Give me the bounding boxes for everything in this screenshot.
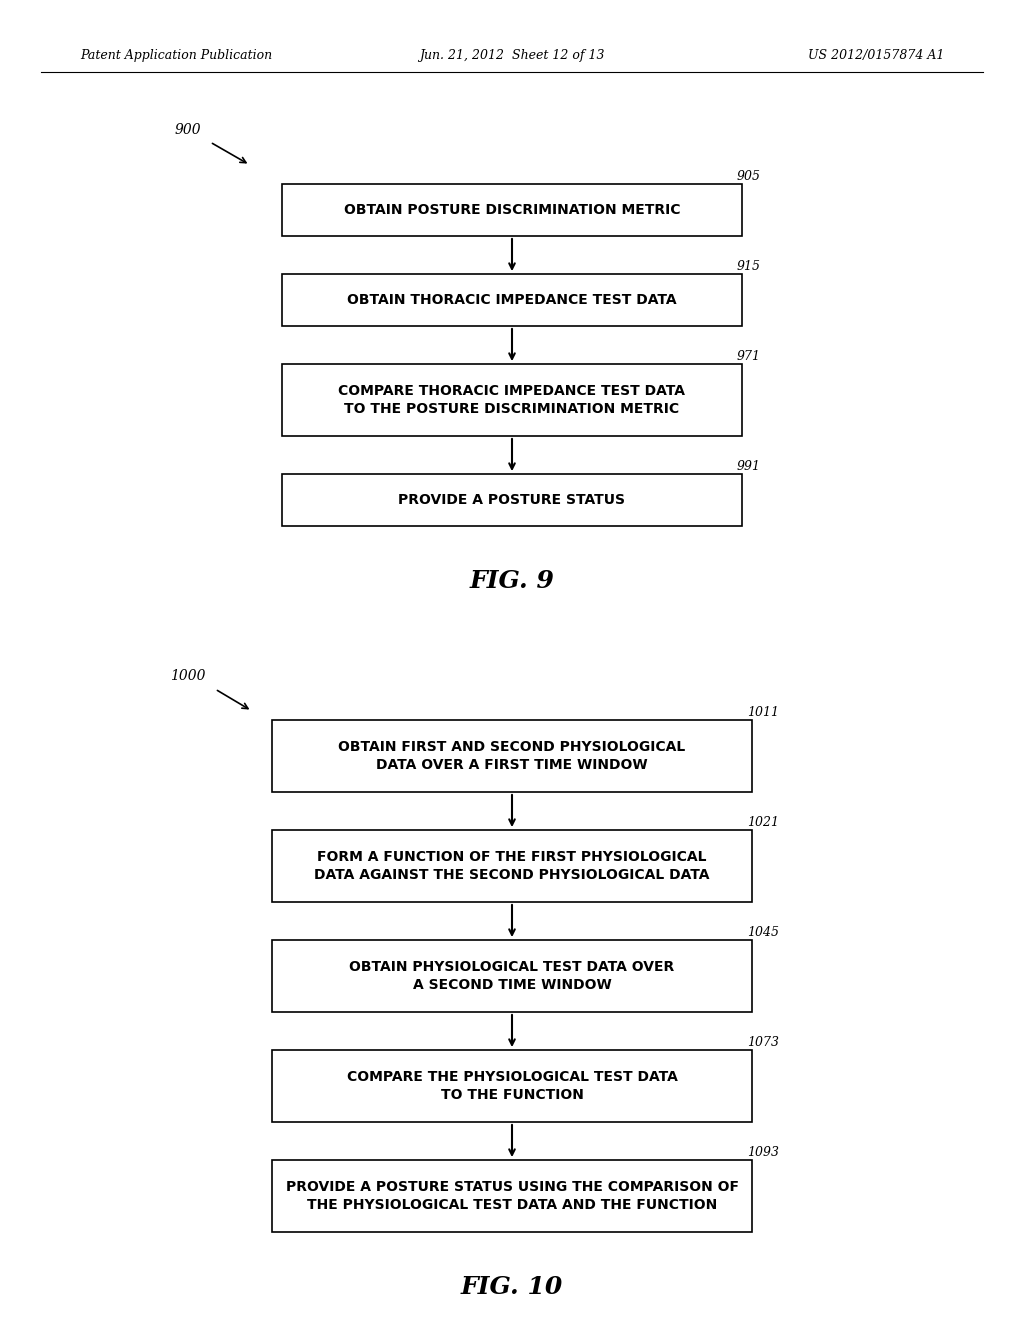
FancyBboxPatch shape — [282, 275, 742, 326]
Text: 1073: 1073 — [746, 1035, 779, 1048]
Text: COMPARE THORACIC IMPEDANCE TEST DATA
TO THE POSTURE DISCRIMINATION METRIC: COMPARE THORACIC IMPEDANCE TEST DATA TO … — [339, 384, 685, 416]
Text: 1021: 1021 — [746, 816, 779, 829]
Text: 1011: 1011 — [746, 705, 779, 718]
Text: PROVIDE A POSTURE STATUS: PROVIDE A POSTURE STATUS — [398, 492, 626, 507]
Text: US 2012/0157874 A1: US 2012/0157874 A1 — [808, 49, 944, 62]
Text: 1045: 1045 — [746, 925, 779, 939]
Text: 1000: 1000 — [170, 669, 206, 682]
FancyBboxPatch shape — [282, 364, 742, 436]
Text: FIG. 9: FIG. 9 — [470, 569, 554, 593]
Text: 915: 915 — [737, 260, 761, 272]
Text: 900: 900 — [175, 123, 202, 137]
FancyBboxPatch shape — [272, 719, 752, 792]
Text: 905: 905 — [737, 169, 761, 182]
Text: OBTAIN THORACIC IMPEDANCE TEST DATA: OBTAIN THORACIC IMPEDANCE TEST DATA — [347, 293, 677, 308]
Text: 971: 971 — [737, 350, 761, 363]
Text: OBTAIN FIRST AND SECOND PHYSIOLOGICAL
DATA OVER A FIRST TIME WINDOW: OBTAIN FIRST AND SECOND PHYSIOLOGICAL DA… — [338, 739, 686, 772]
Text: OBTAIN POSTURE DISCRIMINATION METRIC: OBTAIN POSTURE DISCRIMINATION METRIC — [344, 203, 680, 216]
FancyBboxPatch shape — [272, 1049, 752, 1122]
FancyBboxPatch shape — [272, 940, 752, 1012]
Text: Jun. 21, 2012  Sheet 12 of 13: Jun. 21, 2012 Sheet 12 of 13 — [419, 49, 605, 62]
Text: Patent Application Publication: Patent Application Publication — [80, 49, 272, 62]
Text: 1093: 1093 — [746, 1146, 779, 1159]
FancyBboxPatch shape — [282, 183, 742, 236]
Text: PROVIDE A POSTURE STATUS USING THE COMPARISON OF
THE PHYSIOLOGICAL TEST DATA AND: PROVIDE A POSTURE STATUS USING THE COMPA… — [286, 1180, 738, 1212]
Text: FORM A FUNCTION OF THE FIRST PHYSIOLOGICAL
DATA AGAINST THE SECOND PHYSIOLOGICAL: FORM A FUNCTION OF THE FIRST PHYSIOLOGIC… — [314, 850, 710, 882]
Text: OBTAIN PHYSIOLOGICAL TEST DATA OVER
A SECOND TIME WINDOW: OBTAIN PHYSIOLOGICAL TEST DATA OVER A SE… — [349, 960, 675, 993]
FancyBboxPatch shape — [282, 474, 742, 525]
Text: COMPARE THE PHYSIOLOGICAL TEST DATA
TO THE FUNCTION: COMPARE THE PHYSIOLOGICAL TEST DATA TO T… — [346, 1069, 678, 1102]
FancyBboxPatch shape — [272, 1160, 752, 1232]
Text: FIG. 10: FIG. 10 — [461, 1275, 563, 1299]
Text: 991: 991 — [737, 459, 761, 473]
FancyBboxPatch shape — [272, 830, 752, 902]
